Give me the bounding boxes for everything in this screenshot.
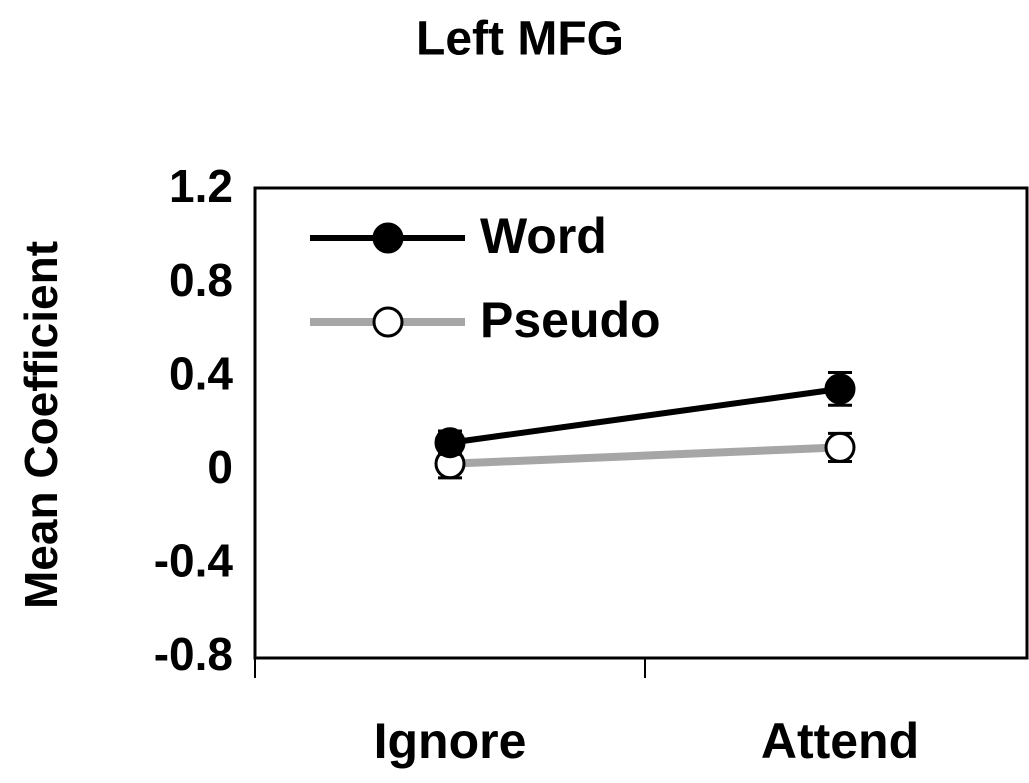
y-tick-label: 1.2 <box>169 160 233 212</box>
series-line <box>449 385 841 446</box>
legend-label: Pseudo <box>480 292 661 348</box>
x-tick-label: Ignore <box>374 713 527 769</box>
chart-title: Left MFG <box>416 13 624 66</box>
plot-frame <box>253 186 1029 660</box>
series-line <box>449 443 841 468</box>
y-tick-label: 0.4 <box>169 347 233 399</box>
y-tick-label: -0.4 <box>154 535 234 587</box>
y-tick-label: 0 <box>207 441 233 493</box>
x-tick-label: Attend <box>761 713 919 769</box>
data-point <box>434 427 466 459</box>
legend-marker <box>372 306 404 338</box>
y-tick-label: 0.8 <box>169 254 233 306</box>
y-tick-label: -0.8 <box>154 628 233 680</box>
legend-marker <box>372 222 404 254</box>
y-axis-label: Mean Coefficient <box>15 241 67 609</box>
legend-label: Word <box>480 208 607 264</box>
data-point <box>824 373 856 405</box>
data-point <box>824 431 856 463</box>
